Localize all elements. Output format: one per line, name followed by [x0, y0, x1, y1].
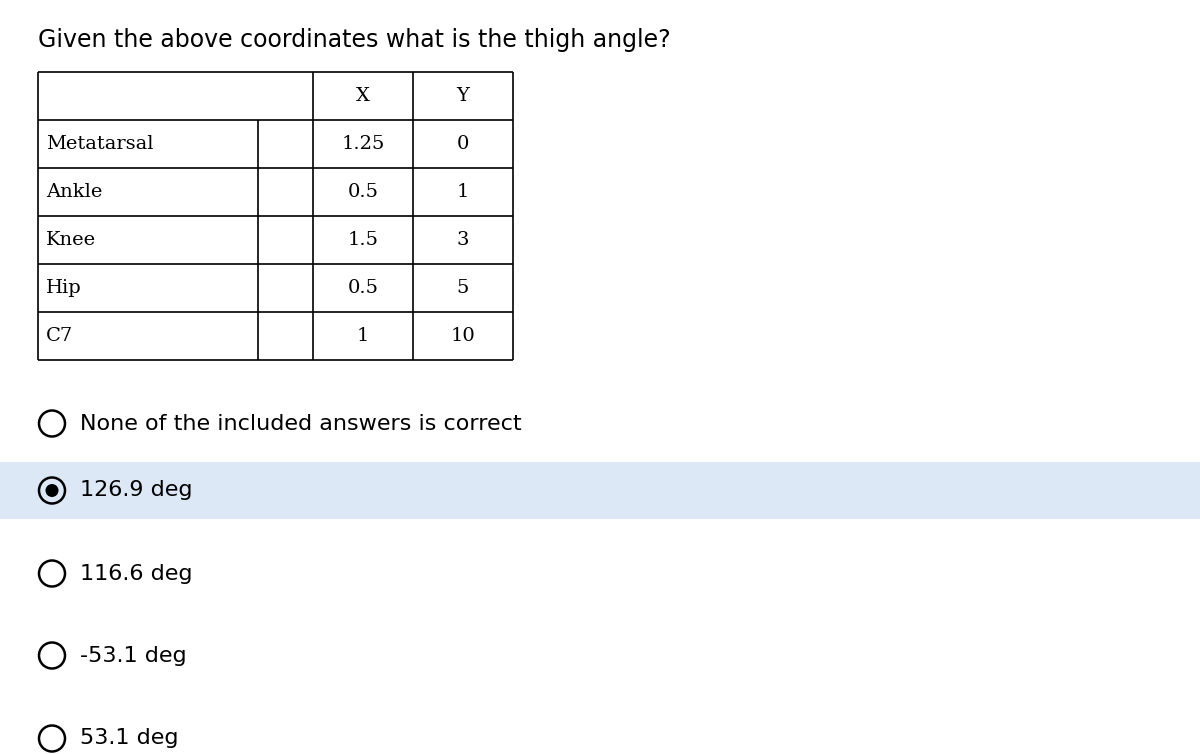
Text: 1.5: 1.5 [348, 231, 378, 249]
Text: 1: 1 [356, 327, 370, 345]
Text: C7: C7 [46, 327, 73, 345]
Text: Metatarsal: Metatarsal [46, 135, 154, 153]
Bar [0, 462, 1200, 519]
Text: 0: 0 [457, 135, 469, 153]
Text: 0.5: 0.5 [348, 183, 378, 201]
Circle shape [46, 484, 59, 497]
Text: None of the included answers is correct: None of the included answers is correct [80, 413, 522, 434]
Text: 116.6 deg: 116.6 deg [80, 563, 192, 584]
Text: 3: 3 [457, 231, 469, 249]
Text: 1.25: 1.25 [341, 135, 385, 153]
Text: Knee: Knee [46, 231, 96, 249]
Text: X: X [356, 87, 370, 105]
Text: 126.9 deg: 126.9 deg [80, 480, 192, 501]
Text: Given the above coordinates what is the thigh angle?: Given the above coordinates what is the … [38, 28, 671, 52]
Text: 1: 1 [457, 183, 469, 201]
Text: -53.1 deg: -53.1 deg [80, 645, 187, 666]
Text: 5: 5 [457, 279, 469, 297]
Text: Y: Y [456, 87, 469, 105]
Text: Ankle: Ankle [46, 183, 102, 201]
Text: 10: 10 [451, 327, 475, 345]
Text: Hip: Hip [46, 279, 82, 297]
Text: 0.5: 0.5 [348, 279, 378, 297]
Text: 53.1 deg: 53.1 deg [80, 728, 179, 749]
